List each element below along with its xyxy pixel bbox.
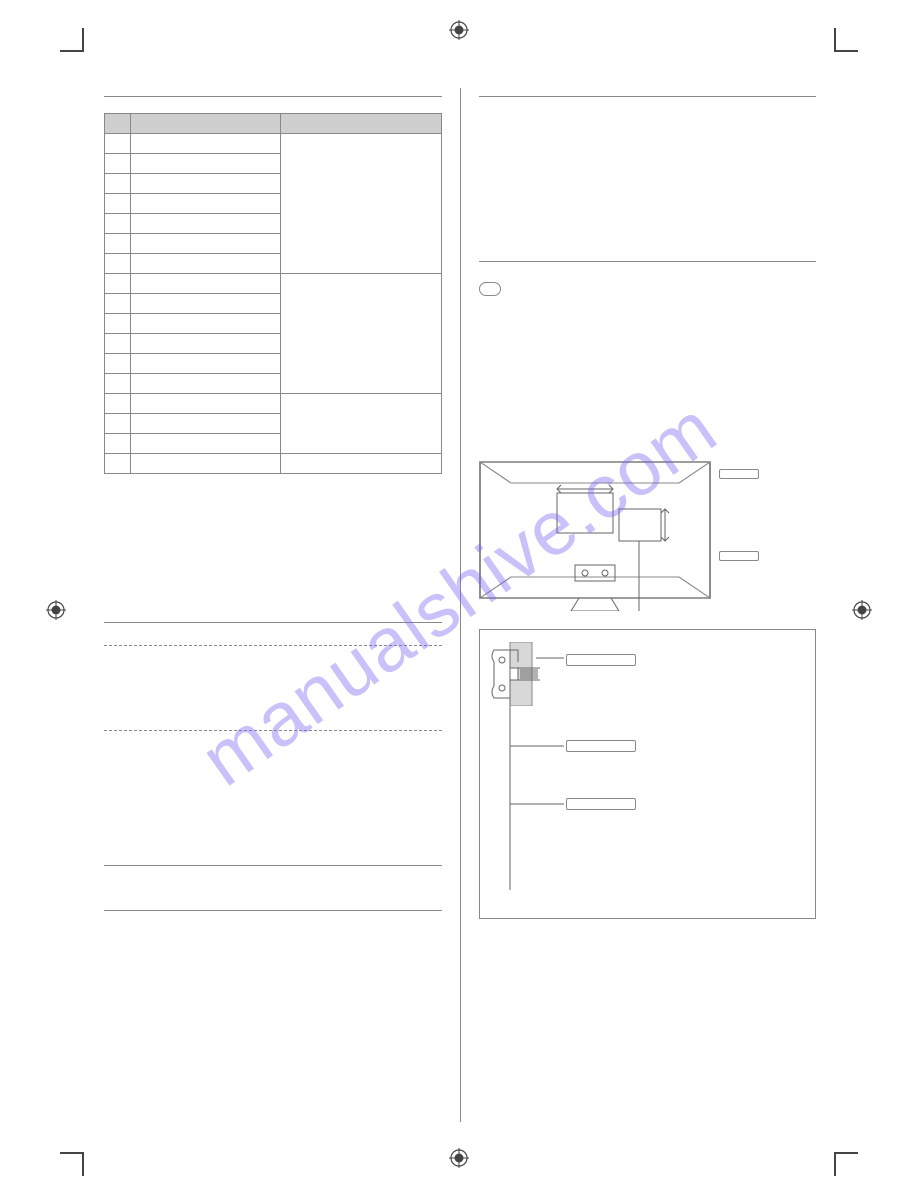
dashed-rule (104, 730, 442, 731)
table-cell (105, 434, 131, 454)
crop-mark (834, 1152, 836, 1176)
table-cell (131, 174, 281, 194)
left-column (104, 88, 460, 1122)
table-cell (105, 154, 131, 174)
crop-mark (834, 28, 836, 52)
table-cell (281, 454, 442, 474)
sub-title (104, 650, 442, 660)
spec-table (104, 113, 442, 474)
screw-label-2 (566, 740, 636, 752)
screw-svg (490, 642, 554, 706)
table-footnote (104, 474, 442, 504)
body-text (104, 747, 442, 857)
section-title (104, 870, 442, 880)
mount-location-label (719, 551, 759, 561)
table-cell (105, 354, 131, 374)
table-cell (131, 414, 281, 434)
tv-back-svg (479, 461, 711, 611)
rule (104, 622, 442, 623)
crop-mark (82, 1152, 84, 1176)
registration-mark (449, 1148, 469, 1168)
table-cell (105, 254, 131, 274)
body-text (104, 882, 442, 902)
body-text (104, 662, 442, 722)
registration-mark (852, 600, 872, 620)
table-cell (131, 274, 281, 294)
registration-mark (46, 600, 66, 620)
table-cell (105, 374, 131, 394)
table-cell (281, 274, 442, 394)
section-title (479, 266, 816, 276)
table-cell (105, 174, 131, 194)
table-cell (131, 314, 281, 334)
content-area (104, 88, 816, 1122)
table-cell (105, 194, 131, 214)
table-header (281, 114, 442, 134)
crop-mark (834, 50, 858, 52)
table-cell (131, 374, 281, 394)
rule (104, 865, 442, 866)
crop-mark (834, 1152, 858, 1154)
table-cell (105, 454, 131, 474)
rule (479, 261, 816, 262)
table-title (104, 101, 442, 111)
dashed-rule (104, 645, 442, 646)
body-text (479, 113, 816, 253)
registration-mark (449, 20, 469, 40)
table-cell (105, 334, 131, 354)
crop-mark (82, 28, 84, 52)
table-cell (131, 434, 281, 454)
table-cell (131, 194, 281, 214)
table-cell (281, 134, 442, 274)
crop-mark (60, 50, 84, 52)
screw-label-3 (566, 798, 636, 810)
tv-back-diagram (479, 461, 816, 919)
table-cell (281, 394, 442, 454)
table-cell (105, 314, 131, 334)
section-title (479, 101, 816, 111)
screw-label-1 (566, 654, 636, 666)
table-cell (105, 134, 131, 154)
table-cell (131, 234, 281, 254)
screw-detail-box (479, 629, 816, 919)
table-cell (131, 354, 281, 374)
right-column (460, 88, 816, 1122)
table-cell (105, 414, 131, 434)
section-title (104, 915, 442, 925)
table-cell (105, 294, 131, 314)
sub-title (104, 735, 442, 745)
table-cell (105, 394, 131, 414)
table-cell (131, 214, 281, 234)
table-cell (131, 334, 281, 354)
note-pill (479, 282, 501, 296)
table-header (131, 114, 281, 134)
table-cell (131, 154, 281, 174)
vesa-width-label (719, 469, 759, 479)
rule (479, 96, 816, 97)
table-cell (105, 234, 131, 254)
note-text (479, 307, 816, 447)
table-cell (131, 254, 281, 274)
table-header (105, 114, 131, 134)
table-cell (105, 214, 131, 234)
table-cell (131, 134, 281, 154)
table-cell (105, 274, 131, 294)
rule (104, 910, 442, 911)
section-title (104, 627, 442, 637)
crop-mark (60, 1152, 84, 1154)
table-cell (131, 294, 281, 314)
body-text (104, 927, 442, 1067)
table-cell (131, 394, 281, 414)
table-cell (131, 454, 281, 474)
rule (104, 96, 442, 97)
